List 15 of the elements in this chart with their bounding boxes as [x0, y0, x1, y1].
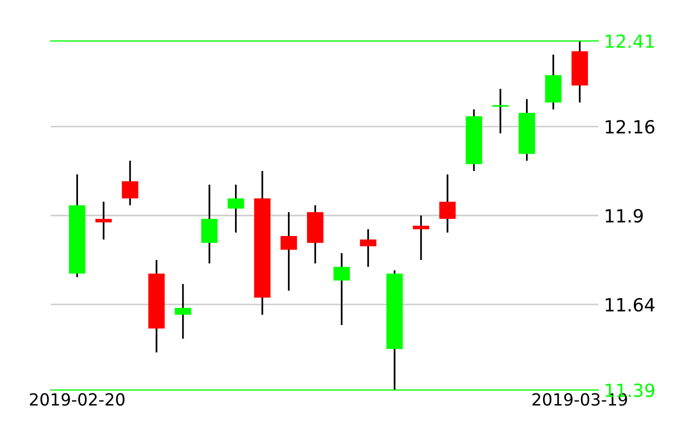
candlestick	[280, 211, 297, 292]
candlestick	[333, 252, 350, 326]
candlestick	[439, 174, 456, 234]
candlestick	[122, 160, 138, 206]
candlestick	[491, 88, 510, 134]
candlestick	[174, 283, 192, 340]
y-tick-label: 12.41	[606, 34, 654, 48]
y-tick-label: 11.9	[606, 208, 643, 223]
y-tick-label: 11.64	[606, 298, 654, 312]
y-tick-label: 12.16	[606, 120, 654, 134]
x-tick-label: 2019-02-20	[30, 393, 124, 406]
candlestick	[95, 200, 112, 240]
candlestick	[228, 184, 244, 234]
candlestick	[201, 184, 218, 264]
candlestick	[360, 228, 376, 268]
